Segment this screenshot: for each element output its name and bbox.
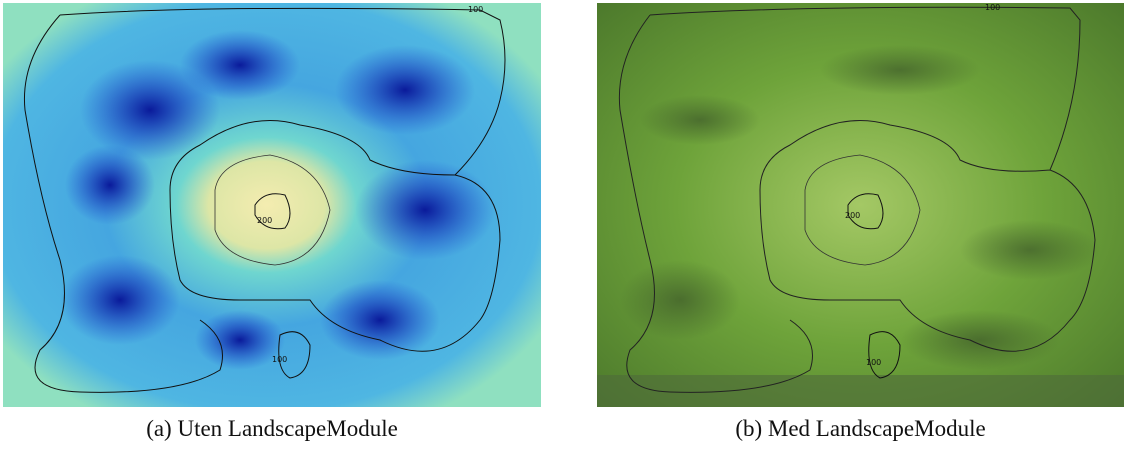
- panel-b-image: 100 200 100: [597, 3, 1124, 407]
- contour-label: 200: [845, 211, 860, 220]
- contour-label: 100: [985, 3, 1000, 12]
- panel-a-image: 100 200 100: [3, 3, 541, 407]
- caption: (b) Med LandscapeModule: [597, 416, 1124, 442]
- contour-label: 100: [866, 358, 881, 367]
- contour-label: 200: [257, 216, 272, 225]
- figure-images: 100 200 100 100 200 100: [0, 0, 1127, 410]
- figure: 100 200 100 100 200 100 (a) Uten Landsca…: [0, 0, 1127, 456]
- caption: (a) Uten LandscapeModule: [3, 416, 541, 442]
- contour-label: 100: [468, 5, 483, 14]
- contour-label: 100: [272, 355, 287, 364]
